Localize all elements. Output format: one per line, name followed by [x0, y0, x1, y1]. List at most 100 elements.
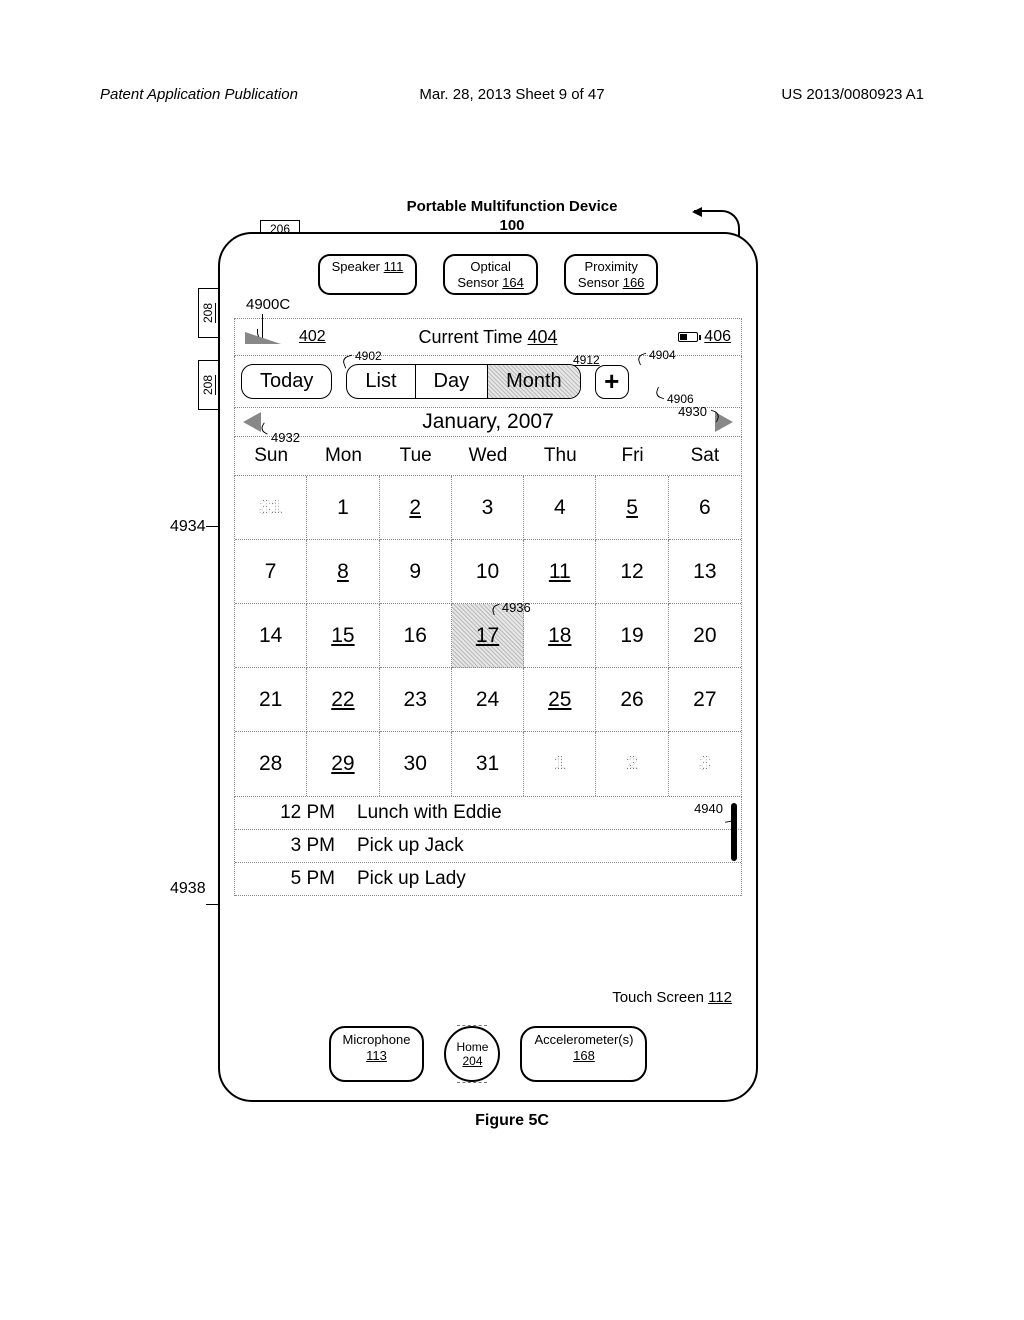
calendar-cell[interactable]: 16 [380, 604, 452, 668]
event-row[interactable]: 12 PM Lunch with Eddie [235, 797, 741, 830]
calendar-cell[interactable]: 4 [524, 476, 596, 540]
battery-indicator: 406 [678, 328, 731, 346]
calendar-cell[interactable]: 23 [380, 668, 452, 732]
calendar-cell[interactable]: 14 [235, 604, 307, 668]
page-header: Patent Application Publication Mar. 28, … [0, 86, 1024, 103]
calendar-cell[interactable]: 25 [524, 668, 596, 732]
seg-day[interactable]: Day [416, 365, 489, 398]
calendar-cell[interactable]: 11 [524, 540, 596, 604]
calendar-cell[interactable]: 174936 [452, 604, 524, 668]
proximity-sensor-label: ProximitySensor 166 [564, 254, 659, 295]
event-title: Pick up Jack [357, 835, 464, 857]
calendar-row: 78910111213 [235, 540, 741, 604]
figure-caption: Figure 5C [475, 1112, 549, 1130]
month-label: January, 2007 [422, 410, 554, 434]
calendar-cell[interactable]: 27 [669, 668, 741, 732]
ref-208-b: 208 [198, 360, 220, 410]
toolbar-row: 4902 4912 4904 4906 Today List Day Month… [234, 356, 742, 408]
calendar-cell[interactable]: 28 [235, 732, 307, 796]
calendar-cell[interactable]: 13 [669, 540, 741, 604]
calendar-cell[interactable]: 24 [452, 668, 524, 732]
dow-cell: Sat [669, 445, 741, 467]
dow-cell: Thu [524, 445, 596, 467]
ref-4904: 4904 [649, 348, 676, 362]
calendar-cell[interactable]: 10 [452, 540, 524, 604]
event-row[interactable]: 3 PMPick up Jack [235, 830, 741, 863]
ref-402: 402 [299, 328, 326, 346]
calendar-grid: 3112345678910111213141516174936181920212… [234, 476, 742, 797]
calendar-cell[interactable]: 31 [235, 476, 307, 540]
microphone-label: Microphone113 [329, 1026, 425, 1082]
calendar-cell[interactable]: 15 [307, 604, 379, 668]
dow-cell: Fri [596, 445, 668, 467]
calendar-cell[interactable]: 19 [596, 604, 668, 668]
calendar-cell[interactable]: 26 [596, 668, 668, 732]
device-frame: Speaker 111 OpticalSensor 164 ProximityS… [218, 232, 758, 1102]
month-nav: 4932 4930 January, 2007 [234, 408, 742, 437]
touch-screen-label: Touch Screen 112 [612, 989, 732, 1006]
calendar-row: 31123456 [235, 476, 741, 540]
ref-4900C: 4900C [246, 296, 290, 313]
calendar-cell[interactable]: 29 [307, 732, 379, 796]
header-left: Patent Application Publication [100, 86, 298, 103]
calendar-row: 141516174936181920 [235, 604, 741, 668]
ref-208-a: 208 [198, 288, 220, 338]
header-center: Mar. 28, 2013 Sheet 9 of 47 [419, 86, 604, 103]
calendar-cell[interactable]: 12 [596, 540, 668, 604]
calendar-cell[interactable]: 1 [524, 732, 596, 796]
dow-cell: Mon [307, 445, 379, 467]
event-title: Pick up Lady [357, 868, 466, 890]
ref-4902: 4902 [355, 349, 382, 363]
calendar-cell[interactable]: 18 [524, 604, 596, 668]
sensor-row: Speaker 111 OpticalSensor 164 ProximityS… [220, 254, 756, 295]
speaker-label: Speaker 111 [318, 254, 418, 295]
ref-4912: 4912 [573, 353, 600, 367]
device-title: Portable Multifunction Device 100 [407, 198, 618, 236]
device-title-l1: Portable Multifunction Device [407, 198, 618, 217]
add-button[interactable]: + [595, 365, 629, 399]
event-time: 5 PM [273, 868, 335, 890]
calendar-cell[interactable]: 6 [669, 476, 741, 540]
calendar-cell[interactable]: 9 [380, 540, 452, 604]
calendar-row: 21222324252627 [235, 668, 741, 732]
view-segmented-control[interactable]: List Day Month [346, 364, 580, 399]
seg-list[interactable]: List [347, 365, 415, 398]
header-right: US 2013/0080923 A1 [781, 86, 924, 103]
ref-4938: 4938 [170, 880, 206, 898]
calendar-cell[interactable]: 31 [452, 732, 524, 796]
calendar-cell[interactable]: 30 [380, 732, 452, 796]
calendar-cell[interactable]: 3 [669, 732, 741, 796]
scrollbar[interactable] [731, 803, 737, 861]
dow-cell: Sun [235, 445, 307, 467]
calendar-cell[interactable]: 7 [235, 540, 307, 604]
calendar-cell[interactable]: 2 [596, 732, 668, 796]
ref-4932: 4932 [271, 430, 300, 445]
ref-4930: 4930 [678, 404, 707, 419]
current-time-label: Current Time 404 [418, 327, 557, 348]
calendar-cell[interactable]: 22 [307, 668, 379, 732]
touch-screen: 402 Current Time 404 406 4902 4912 4904 … [234, 318, 742, 1010]
today-button[interactable]: Today [241, 364, 332, 399]
ref-4940: 4940 [694, 801, 723, 816]
calendar-cell[interactable]: 5 [596, 476, 668, 540]
event-title: Lunch with Eddie [357, 802, 502, 824]
event-row[interactable]: 5 PM Pick up Lady [235, 863, 741, 896]
calendar-cell[interactable]: 3 [452, 476, 524, 540]
battery-icon [678, 332, 698, 342]
accelerometer-label: Accelerometer(s)168 [520, 1026, 647, 1082]
calendar-cell[interactable]: 2 [380, 476, 452, 540]
event-time: 12 PM [273, 802, 335, 824]
home-button[interactable]: Home204 [444, 1026, 500, 1082]
signal-icon [245, 330, 289, 344]
events-list: 4940 12 PM Lunch with Eddie 3 PMPick up Ja… [234, 797, 742, 896]
calendar-cell[interactable]: 8 [307, 540, 379, 604]
seg-month[interactable]: Month [488, 365, 580, 398]
prev-month-icon[interactable] [243, 412, 261, 432]
calendar-cell[interactable]: 20 [669, 604, 741, 668]
ref-4934: 4934 [170, 518, 206, 536]
calendar-cell[interactable]: 21 [235, 668, 307, 732]
dow-cell: Tue [380, 445, 452, 467]
dow-cell: Wed [452, 445, 524, 467]
optical-sensor-label: OpticalSensor 164 [443, 254, 538, 295]
calendar-cell[interactable]: 1 [307, 476, 379, 540]
